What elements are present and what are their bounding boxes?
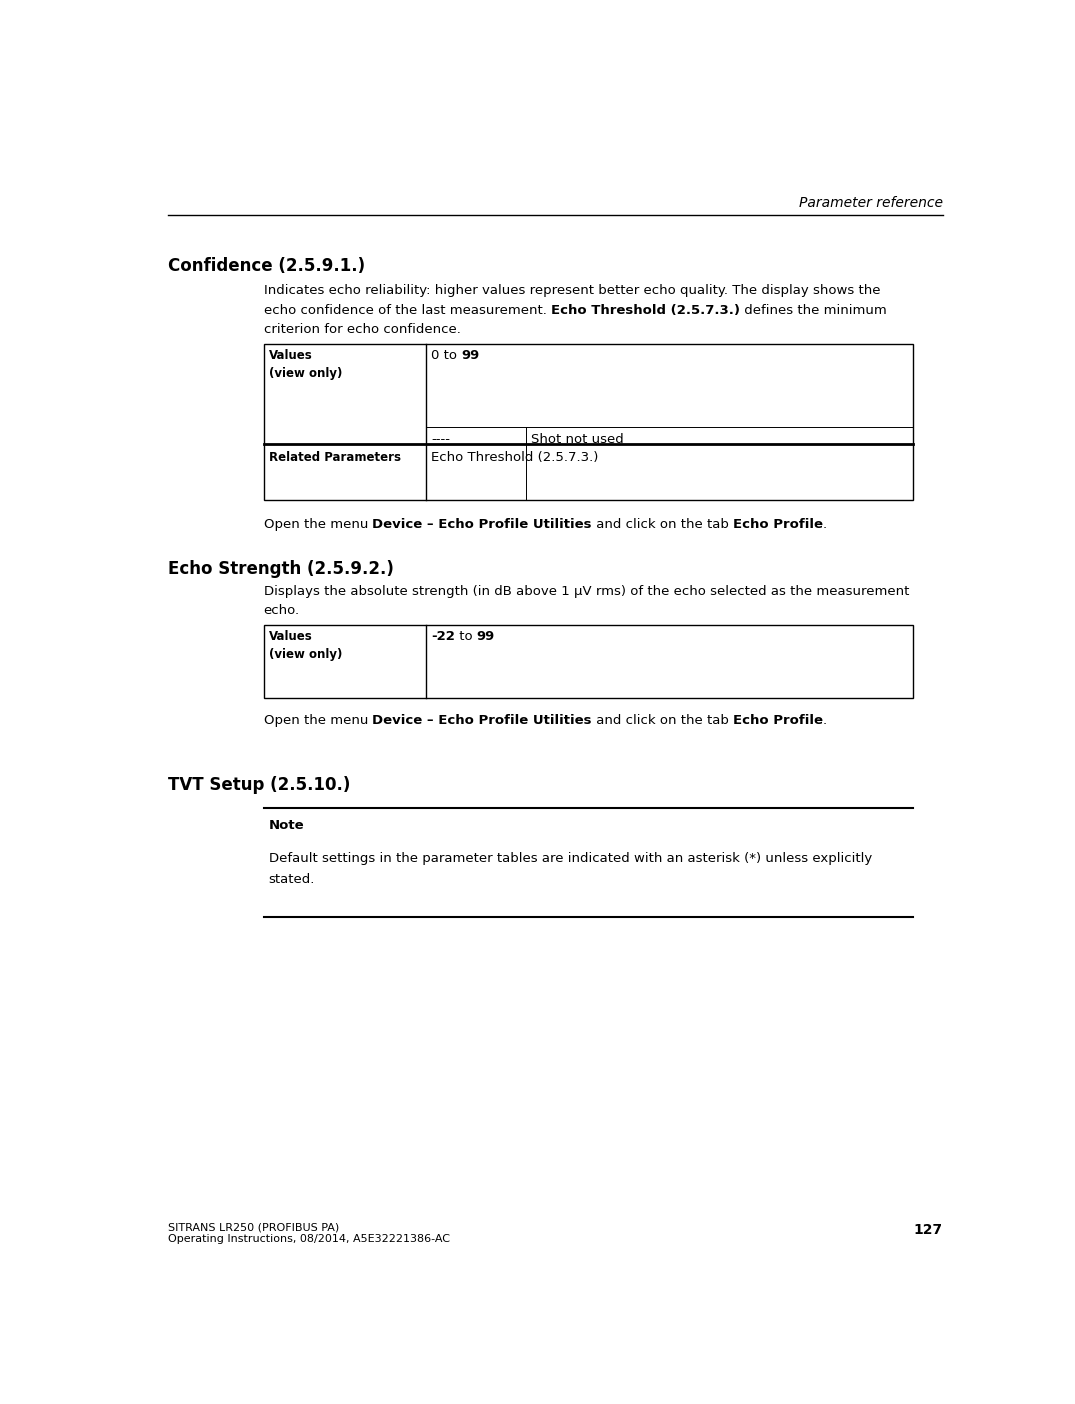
Text: Note: Note <box>269 820 304 833</box>
Text: SITRANS LR250 (PROFIBUS PA)
Operating Instructions, 08/2014, A5E32221386-AC: SITRANS LR250 (PROFIBUS PA) Operating In… <box>168 1223 449 1244</box>
Text: Related Parameters: Related Parameters <box>269 451 401 463</box>
Text: 0 to: 0 to <box>431 350 461 362</box>
Text: Values: Values <box>269 350 312 362</box>
Text: 99: 99 <box>476 630 495 643</box>
Text: Default settings in the parameter tables are indicated with an asterisk (*) unle: Default settings in the parameter tables… <box>269 852 872 865</box>
Bar <box>263 344 914 500</box>
Text: ----: ---- <box>431 434 450 446</box>
Text: Echo Threshold (2.5.7.3.): Echo Threshold (2.5.7.3.) <box>431 451 599 463</box>
Text: stated.: stated. <box>269 873 315 886</box>
Text: Echo Profile: Echo Profile <box>733 518 822 531</box>
Text: Parameter reference: Parameter reference <box>799 195 943 209</box>
Text: Open the menu: Open the menu <box>263 715 372 727</box>
Text: 127: 127 <box>914 1223 943 1237</box>
Text: Shot not used: Shot not used <box>531 434 623 446</box>
Text: Confidence (2.5.9.1.): Confidence (2.5.9.1.) <box>168 257 364 275</box>
Text: echo confidence of the last measurement.: echo confidence of the last measurement. <box>263 303 550 317</box>
Text: .: . <box>822 518 827 531</box>
Text: (view only): (view only) <box>269 649 342 661</box>
Text: and click on the tab: and click on the tab <box>591 518 733 531</box>
Text: Device – Echo Profile Utilities: Device – Echo Profile Utilities <box>372 715 591 727</box>
Text: Echo Threshold (2.5.7.3.): Echo Threshold (2.5.7.3.) <box>550 303 740 317</box>
Text: Values: Values <box>269 630 312 643</box>
Text: TVT Setup (2.5.10.): TVT Setup (2.5.10.) <box>168 776 350 795</box>
Text: Device – Echo Profile Utilities: Device – Echo Profile Utilities <box>372 518 591 531</box>
Text: Echo Profile: Echo Profile <box>733 715 822 727</box>
Text: Indicates echo reliability: higher values represent better echo quality. The dis: Indicates echo reliability: higher value… <box>263 284 880 298</box>
Text: (view only): (view only) <box>269 368 342 380</box>
Text: criterion for echo confidence.: criterion for echo confidence. <box>263 323 460 336</box>
Bar <box>263 625 914 698</box>
Text: .: . <box>822 715 827 727</box>
Text: to: to <box>455 630 476 643</box>
Text: defines the minimum: defines the minimum <box>740 303 887 317</box>
Text: echo.: echo. <box>263 604 300 618</box>
Text: Displays the absolute strength (in dB above 1 μV rms) of the echo selected as th: Displays the absolute strength (in dB ab… <box>263 584 908 598</box>
Text: 99: 99 <box>461 350 479 362</box>
Text: and click on the tab: and click on the tab <box>591 715 733 727</box>
Text: Echo Strength (2.5.9.2.): Echo Strength (2.5.9.2.) <box>168 560 393 578</box>
Text: -22: -22 <box>431 630 455 643</box>
Text: Open the menu: Open the menu <box>263 518 372 531</box>
